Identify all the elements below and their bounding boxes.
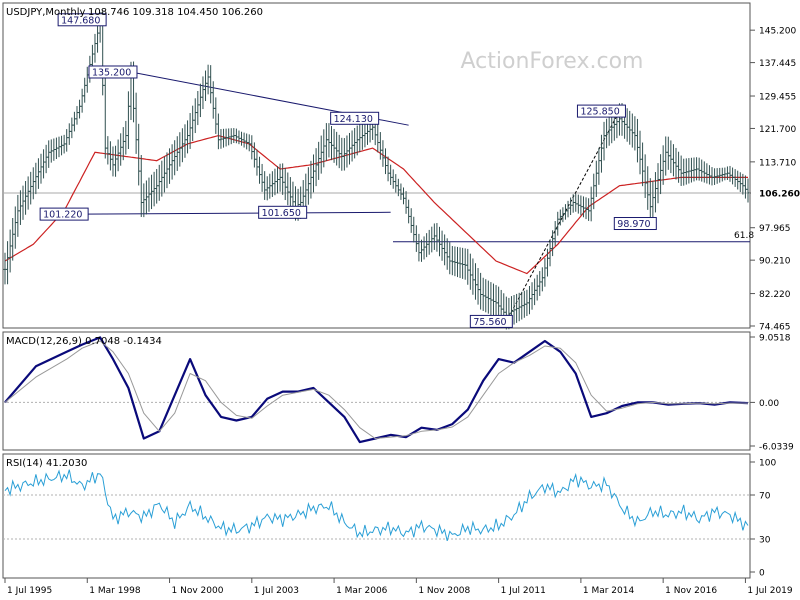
x-tick-label: 1 Mar 2006: [336, 586, 388, 596]
price-y-tick-label: 82.220: [759, 290, 791, 300]
price-panel-frame: [2, 2, 751, 329]
symbol-label: USDJPY,Monthly: [6, 7, 86, 18]
support-line: [82, 211, 391, 215]
macd-y-tick-label: 0.00: [759, 399, 779, 409]
pivot-box: [88, 65, 138, 79]
price-y-tick-label: 90.210: [759, 257, 791, 267]
rsi-panel-frame: [2, 453, 751, 579]
rsi-y-tick-label: 70: [759, 492, 771, 502]
macd-line: [4, 336, 749, 444]
rsi-label: RSI(14) 41.2030: [6, 458, 87, 469]
macd-label: MACD(12,26,9) 0.7048 -0.1434: [6, 336, 162, 347]
price-panel: 147.680 135.200 124.130 125.850 101.220 101.6…: [2, 2, 800, 333]
pivot-label: 125.850: [580, 107, 619, 118]
rsi-panel: 100 70 30 0 RSI(14) 41.2030: [2, 453, 776, 579]
rsi-y-tick-label: 0: [759, 569, 765, 579]
fib-label: 61.8: [734, 231, 754, 241]
pivot-box: [258, 205, 308, 219]
macd-y-tick-label: 9.0518: [759, 334, 791, 344]
x-tick-label: 1 Jul 2011: [501, 586, 546, 596]
pivot-box: [613, 217, 657, 231]
x-tick-label: 1 Nov 2016: [665, 586, 717, 596]
x-tick-label: 1 Nov 2008: [418, 586, 470, 596]
pivot-label: 101.650: [262, 208, 301, 219]
x-tick-label: 1 Nov 2000: [172, 586, 224, 596]
price-y-tick-label: 97.965: [759, 224, 791, 234]
price-y-tick-label: 145.200: [759, 27, 796, 37]
ohlc-values: 108.746 109.318 104.450 106.260: [88, 7, 263, 18]
x-axis: 1 Jul 1995 1 Mar 1998 1 Nov 2000 1 Jul 2003…: [4, 578, 793, 596]
rsi-line: [4, 469, 749, 542]
x-tick-label: 1 Mar 2014: [583, 586, 635, 596]
pivot-box: [57, 13, 107, 27]
rsi-y-tick-label: 100: [759, 459, 776, 469]
pivot-label: 75.560: [473, 317, 506, 328]
x-tick-label: 1 Jul 2003: [254, 586, 299, 596]
pivot-label: 135.200: [92, 67, 131, 78]
price-y-tick-label: 137.445: [759, 59, 796, 69]
price-y-tick-label: 129.455: [759, 93, 796, 103]
rsi-y-tick-label: 30: [759, 536, 771, 546]
sma-line: [4, 134, 748, 275]
pivot-label: 147.680: [61, 15, 100, 26]
x-tick-label: 1 Jul 1995: [7, 586, 52, 596]
price-y-tick-label: 113.710: [759, 158, 796, 168]
price-y-tick-label: 121.700: [759, 125, 796, 135]
current-price-label: 106.260: [759, 190, 800, 200]
macd-y-tick-label: -6.0339: [759, 443, 794, 453]
current-price-tag: [751, 187, 799, 200]
pivot-label: 98.970: [617, 219, 650, 230]
macd-panel: 9.0518 0.00 -6.0339 MACD(12,26,9) 0.7048 -…: [2, 331, 794, 453]
watermark: ActionForex.com: [461, 49, 644, 74]
pivot-box: [39, 207, 89, 221]
signal-line: [4, 340, 748, 439]
pivot-label: 124.130: [334, 114, 373, 125]
pivot-box: [469, 314, 513, 328]
pivot-label: 101.220: [43, 210, 82, 221]
x-tick-label: 1 Mar 1998: [89, 586, 141, 596]
x-tick-label: 1 Jul 2019: [747, 586, 792, 596]
pivot-box: [576, 104, 626, 118]
macd-panel-frame: [2, 331, 751, 451]
pivot-box: [330, 111, 380, 125]
price-y-tick-label: 74.465: [759, 323, 791, 333]
